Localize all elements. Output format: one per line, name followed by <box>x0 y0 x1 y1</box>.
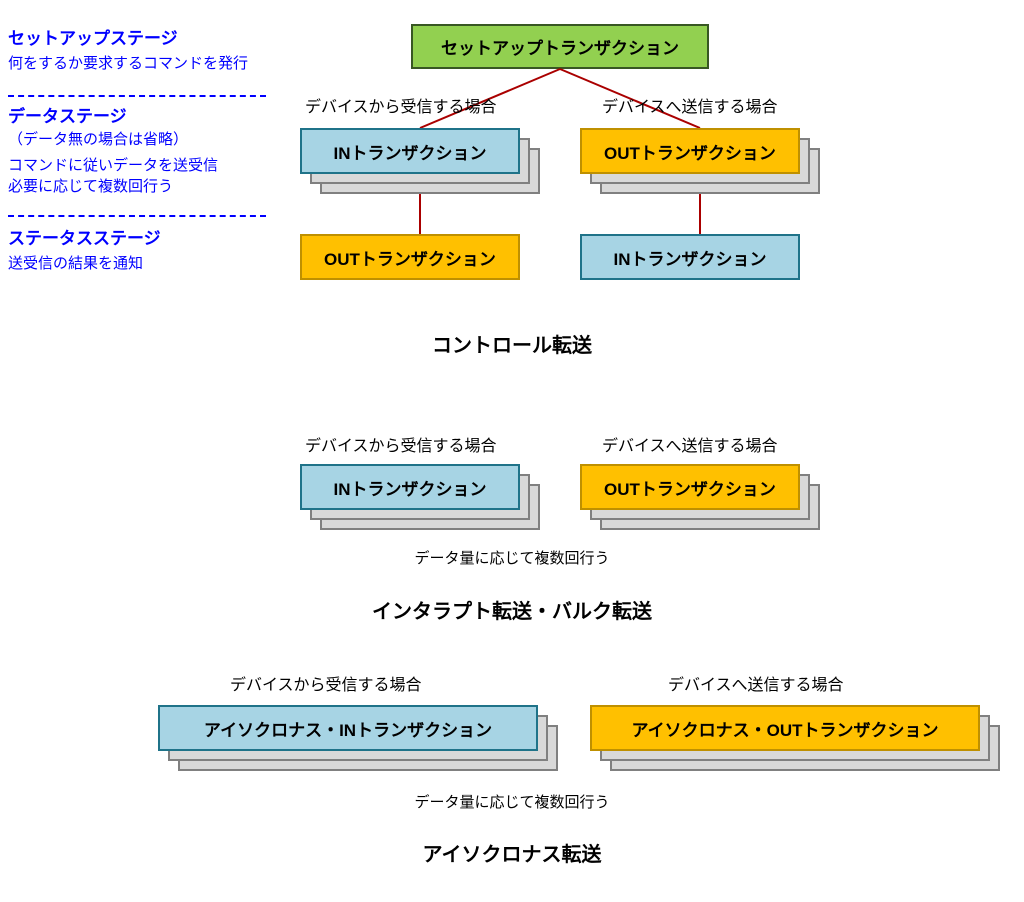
section3-note: データ量に応じて複数回行う <box>0 791 1024 812</box>
section3-right-label: デバイスへ送信する場合 <box>668 671 844 695</box>
section3-in-stack: アイソクロナス・INトランザクション <box>158 705 558 771</box>
section3-title: アイソクロナス転送 <box>0 838 1024 867</box>
sidebar-stage3-body: 送受信の結果を通知 <box>8 254 161 274</box>
section2-out-label: OUTトランザクション <box>604 475 776 500</box>
sidebar-stage1-title: セットアップステージ <box>8 28 248 50</box>
section3-left-label: デバイスから受信する場合 <box>230 671 422 695</box>
sidebar-separator-1 <box>8 95 266 97</box>
section1-status-out-label: OUTトランザクション <box>324 245 496 270</box>
sidebar-stage3: ステータスステージ 送受信の結果を通知 <box>8 228 161 274</box>
section2-out-stack: OUTトランザクション <box>580 464 820 530</box>
section2-right-label: デバイスへ送信する場合 <box>602 432 778 456</box>
section1-in-stack: INトランザクション <box>300 128 540 194</box>
section2-note: データ量に応じて複数回行う <box>0 547 1024 568</box>
setup-transaction-label: セットアップトランザクション <box>441 34 679 59</box>
sidebar-legend: セットアップステージ 何をするか要求するコマンドを発行 <box>8 28 248 74</box>
section2-left-label: デバイスから受信する場合 <box>305 432 497 456</box>
section3-out-label: アイソクロナス・OUTトランザクション <box>631 716 938 741</box>
section1-status-in-label: INトランザクション <box>614 245 767 270</box>
section1-out-label: OUTトランザクション <box>604 139 776 164</box>
section1-in-label: INトランザクション <box>334 139 487 164</box>
section2-title: インタラプト転送・バルク転送 <box>0 595 1024 624</box>
sidebar-separator-2 <box>8 215 266 217</box>
section3-in-label: アイソクロナス・INトランザクション <box>204 716 492 741</box>
section1-title: コントロール転送 <box>0 329 1024 358</box>
sidebar-stage2: データステージ （データ無の場合は省略） コマンドに従いデータを送受信 必要に応… <box>8 106 218 197</box>
sidebar-stage2-paren: （データ無の場合は省略） <box>8 130 218 150</box>
sidebar-stage1-body: 何をするか要求するコマンドを発行 <box>8 54 248 74</box>
sidebar-stage2-title: データステージ <box>8 106 218 128</box>
section1-status-in: INトランザクション <box>580 234 800 280</box>
section1-left-label: デバイスから受信する場合 <box>305 93 497 117</box>
section1-status-out: OUTトランザクション <box>300 234 520 280</box>
section1-right-label: デバイスへ送信する場合 <box>602 93 778 117</box>
sidebar-stage2-body-b: 必要に応じて複数回行う <box>8 177 218 197</box>
section1-out-stack: OUTトランザクション <box>580 128 820 194</box>
setup-transaction-box: セットアップトランザクション <box>411 24 709 69</box>
section2-in-label: INトランザクション <box>334 475 487 500</box>
sidebar-stage3-title: ステータスステージ <box>8 228 161 250</box>
sidebar-stage2-body-a: コマンドに従いデータを送受信 <box>8 156 218 176</box>
section3-out-stack: アイソクロナス・OUTトランザクション <box>590 705 1000 771</box>
section2-in-stack: INトランザクション <box>300 464 540 530</box>
